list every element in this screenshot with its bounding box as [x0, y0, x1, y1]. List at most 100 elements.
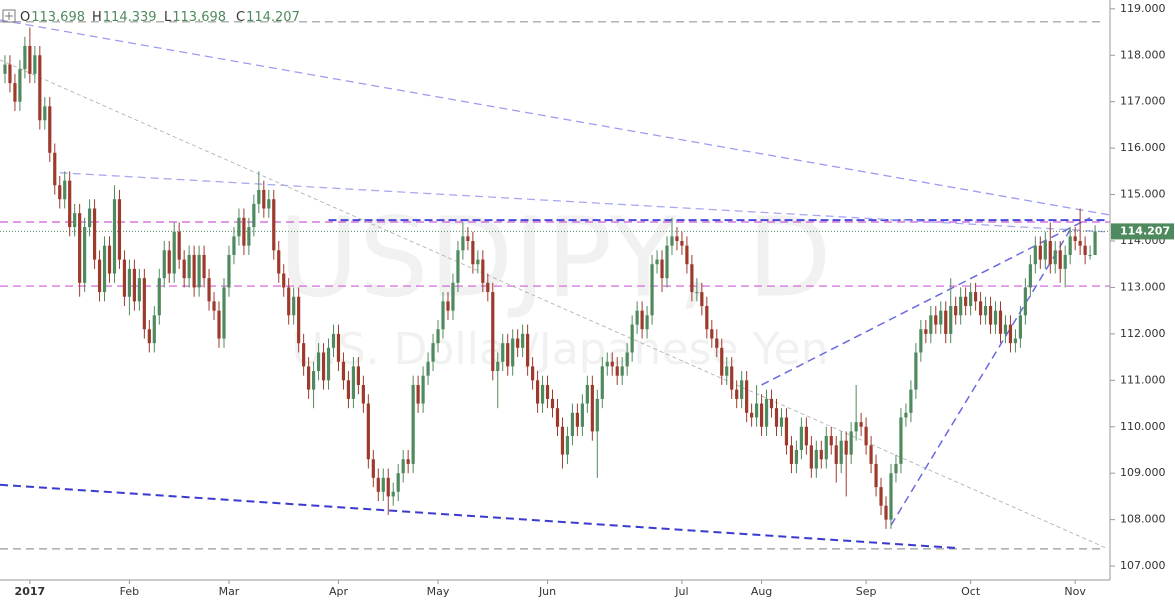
candle-body — [222, 287, 226, 339]
candle-body — [247, 227, 251, 246]
candle-body — [735, 389, 739, 399]
candle-body — [336, 333, 341, 362]
candle-body — [167, 250, 171, 274]
candle-body — [580, 403, 584, 427]
candle-body — [1063, 254, 1067, 269]
candle-body — [232, 236, 236, 255]
candle-body — [227, 254, 231, 288]
candle-body — [560, 426, 565, 455]
candle-body — [531, 366, 535, 381]
candle-body — [356, 366, 360, 385]
candle-body — [575, 412, 579, 427]
candle-body — [43, 106, 47, 121]
candle-body — [212, 301, 216, 311]
candle-body — [53, 152, 57, 186]
candle-body — [685, 245, 689, 265]
candle-body — [964, 296, 968, 307]
y-tick-label: 119.000 — [1120, 2, 1166, 15]
candle-body — [466, 236, 470, 242]
candle-body — [58, 185, 62, 200]
candle-body — [127, 268, 132, 297]
candle-body — [720, 347, 724, 376]
candle-body — [615, 366, 619, 376]
candle-body — [267, 199, 271, 209]
x-tick-label: Feb — [120, 585, 139, 598]
candle-body — [501, 343, 505, 362]
candle-body — [112, 199, 117, 274]
x-tick-label: May — [427, 585, 450, 598]
candle-body — [391, 491, 395, 497]
candle-body — [8, 64, 12, 84]
candle-body — [1088, 254, 1092, 256]
candle-body — [695, 292, 699, 294]
candle-body — [784, 417, 789, 446]
candle-body — [705, 306, 709, 330]
candle-body — [491, 292, 495, 372]
x-tick-label: Mar — [219, 585, 240, 598]
legend-key: L — [164, 10, 172, 25]
candle-body — [292, 296, 296, 316]
candle-body — [879, 487, 883, 506]
candle-body — [107, 245, 112, 274]
candle-body — [625, 352, 629, 367]
candle-body — [511, 338, 515, 367]
candle-body — [476, 259, 480, 265]
candle-body — [1053, 250, 1057, 265]
candle-body — [949, 306, 953, 334]
candle-body — [993, 310, 998, 325]
legend: O113.698 H114.339 L113.698 C114.207 — [2, 9, 300, 25]
candle-body — [750, 412, 754, 418]
candle-body — [655, 259, 659, 265]
candle-body — [675, 236, 679, 242]
candle-body — [1003, 324, 1008, 334]
candle-body — [630, 324, 634, 353]
legend-icon — [2, 9, 16, 23]
candle-body — [939, 310, 943, 325]
candle-body — [187, 254, 191, 279]
candle-body — [451, 282, 455, 311]
candle-body — [754, 403, 759, 418]
candle-body — [894, 463, 898, 474]
candle-body — [18, 69, 22, 102]
candle-body — [764, 398, 769, 427]
candle-body — [122, 259, 127, 297]
candle-body — [660, 259, 664, 279]
watermark-name: U.S. Dollar/Japanese Yen — [292, 324, 829, 375]
candle-body — [1013, 338, 1018, 344]
candle-body — [436, 329, 440, 344]
candle-body — [506, 343, 510, 367]
candle-body — [381, 477, 385, 492]
candle-body — [23, 45, 27, 70]
candle-body — [516, 338, 520, 348]
candle-body — [769, 398, 774, 409]
candle-body — [1078, 241, 1082, 246]
legend-key: H — [92, 10, 102, 25]
candle-body — [426, 361, 430, 376]
candle-body — [33, 55, 37, 74]
candle-body — [774, 408, 779, 427]
candle-body — [600, 366, 604, 399]
candle-body — [321, 352, 326, 381]
ohlc-legend: O113.698 H114.339 L113.698 C114.207 — [20, 10, 300, 25]
candle-body — [585, 384, 589, 404]
candle-body — [650, 264, 654, 316]
last-price-label: 114.207 — [1120, 224, 1170, 237]
candle-body — [262, 189, 266, 209]
candle-body — [441, 301, 445, 330]
candle-body — [316, 352, 321, 372]
candle-body — [361, 384, 365, 404]
y-tick-label: 110.000 — [1120, 420, 1166, 433]
candle-body — [799, 426, 803, 450]
x-tick-label: Apr — [329, 585, 349, 598]
legend-key: C — [236, 10, 245, 25]
candle-body — [595, 398, 599, 432]
candle-body — [899, 417, 903, 464]
trendline — [0, 59, 1106, 548]
candle-body — [929, 315, 933, 334]
candle-body — [38, 55, 42, 121]
candle-body — [740, 380, 744, 399]
candle-body — [376, 477, 380, 492]
candle-body — [78, 213, 82, 283]
y-tick-label: 108.000 — [1120, 513, 1166, 526]
